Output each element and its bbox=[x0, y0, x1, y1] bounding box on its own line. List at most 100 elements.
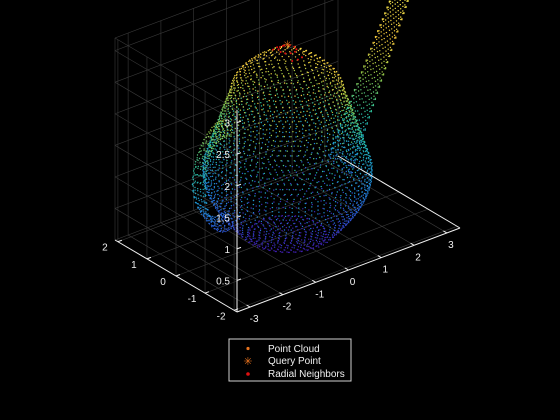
cloud-point bbox=[247, 149, 249, 151]
cloud-point bbox=[209, 136, 211, 138]
cloud-point bbox=[333, 77, 335, 79]
cloud-point bbox=[200, 207, 202, 210]
cloud-point bbox=[256, 126, 258, 128]
cloud-point bbox=[366, 66, 369, 69]
cloud-point bbox=[273, 159, 276, 161]
cloud-point bbox=[241, 172, 244, 175]
cloud-point bbox=[251, 58, 253, 60]
cloud-point bbox=[201, 206, 204, 208]
z-tick-mark bbox=[236, 246, 242, 250]
cloud-point bbox=[282, 189, 284, 191]
cloud-point bbox=[363, 86, 365, 89]
cloud-point bbox=[234, 179, 236, 181]
cloud-point bbox=[372, 104, 375, 107]
cloud-point bbox=[212, 179, 215, 181]
cloud-point bbox=[301, 128, 304, 130]
cloud-point bbox=[383, 37, 385, 40]
cloud-point bbox=[358, 78, 360, 80]
cloud-point bbox=[225, 153, 227, 156]
cloud-point bbox=[253, 241, 255, 244]
cloud-point bbox=[293, 69, 296, 72]
cloud-point bbox=[365, 157, 368, 159]
cloud-point bbox=[338, 119, 340, 122]
cloud-point bbox=[261, 72, 263, 74]
cloud-point bbox=[364, 178, 366, 181]
cloud-point bbox=[229, 88, 232, 91]
cloud-point bbox=[324, 145, 326, 147]
cloud-point bbox=[275, 171, 277, 174]
cloud-point bbox=[393, 37, 396, 39]
cloud-point bbox=[258, 122, 260, 124]
cloud-point bbox=[229, 125, 231, 127]
cloud-point bbox=[369, 89, 371, 91]
cloud-point bbox=[362, 197, 364, 199]
cloud-point bbox=[317, 243, 320, 245]
cloud-point bbox=[326, 189, 328, 192]
cloud-point bbox=[326, 184, 328, 186]
cloud-point bbox=[298, 150, 300, 152]
cloud-point bbox=[273, 198, 275, 200]
cloud-point bbox=[364, 68, 366, 70]
cloud-point bbox=[292, 227, 294, 229]
cloud-point bbox=[226, 170, 228, 172]
cloud-point bbox=[355, 158, 357, 160]
cloud-point bbox=[329, 229, 331, 231]
cloud-point bbox=[224, 181, 226, 184]
cloud-point bbox=[258, 213, 261, 215]
cloud-point bbox=[275, 106, 277, 108]
cloud-point bbox=[204, 163, 206, 165]
cloud-point bbox=[244, 183, 246, 185]
cloud-point bbox=[223, 146, 225, 148]
cloud-point bbox=[232, 110, 235, 112]
cloud-point bbox=[295, 233, 297, 236]
cloud-point bbox=[371, 59, 373, 61]
cloud-point bbox=[335, 87, 338, 90]
cloud-point bbox=[268, 233, 270, 235]
cloud-point bbox=[309, 240, 312, 243]
cloud-point bbox=[388, 34, 391, 36]
cloud-point bbox=[277, 183, 279, 186]
cloud-point bbox=[362, 101, 365, 103]
cloud-point bbox=[230, 85, 233, 88]
cloud-point bbox=[213, 197, 215, 200]
cloud-point bbox=[367, 191, 369, 193]
cloud-point bbox=[381, 18, 384, 20]
cloud-point bbox=[360, 132, 363, 134]
cloud-point bbox=[312, 247, 314, 249]
legend: Point Cloud ✳ Query Point Radial Neighbo… bbox=[228, 338, 352, 382]
cloud-point bbox=[326, 95, 328, 98]
cloud-point bbox=[218, 134, 220, 137]
cloud-point bbox=[216, 200, 218, 202]
cloud-point bbox=[199, 188, 202, 191]
cloud-point bbox=[262, 125, 264, 127]
cloud-point bbox=[276, 51, 278, 53]
cloud-point bbox=[278, 113, 280, 115]
cloud-point bbox=[207, 152, 210, 154]
cloud-point bbox=[353, 102, 355, 104]
cloud-point bbox=[244, 166, 246, 168]
cloud-point bbox=[274, 94, 277, 97]
cloud-point bbox=[350, 211, 352, 214]
cloud-point bbox=[325, 109, 327, 112]
pane-edge bbox=[114, 0, 217, 39]
cloud-point bbox=[317, 60, 319, 63]
cloud-point bbox=[283, 59, 285, 61]
cloud-point bbox=[259, 117, 261, 120]
cloud-point bbox=[400, 11, 402, 14]
cloud-point bbox=[269, 115, 272, 117]
cloud-point bbox=[339, 125, 342, 127]
cloud-point bbox=[366, 185, 368, 188]
cloud-point bbox=[299, 140, 301, 142]
cloud-point bbox=[359, 156, 361, 158]
cloud-point bbox=[326, 112, 328, 114]
cloud-point bbox=[340, 204, 342, 207]
cloud-point bbox=[357, 209, 360, 212]
cloud-point bbox=[369, 53, 371, 55]
cloud-point bbox=[369, 171, 372, 173]
cloud-point bbox=[207, 169, 209, 171]
cloud-point bbox=[213, 218, 216, 221]
cloud-point bbox=[332, 143, 335, 145]
cloud-point bbox=[358, 206, 360, 208]
cloud-point bbox=[253, 71, 255, 74]
cloud-point bbox=[286, 177, 288, 179]
